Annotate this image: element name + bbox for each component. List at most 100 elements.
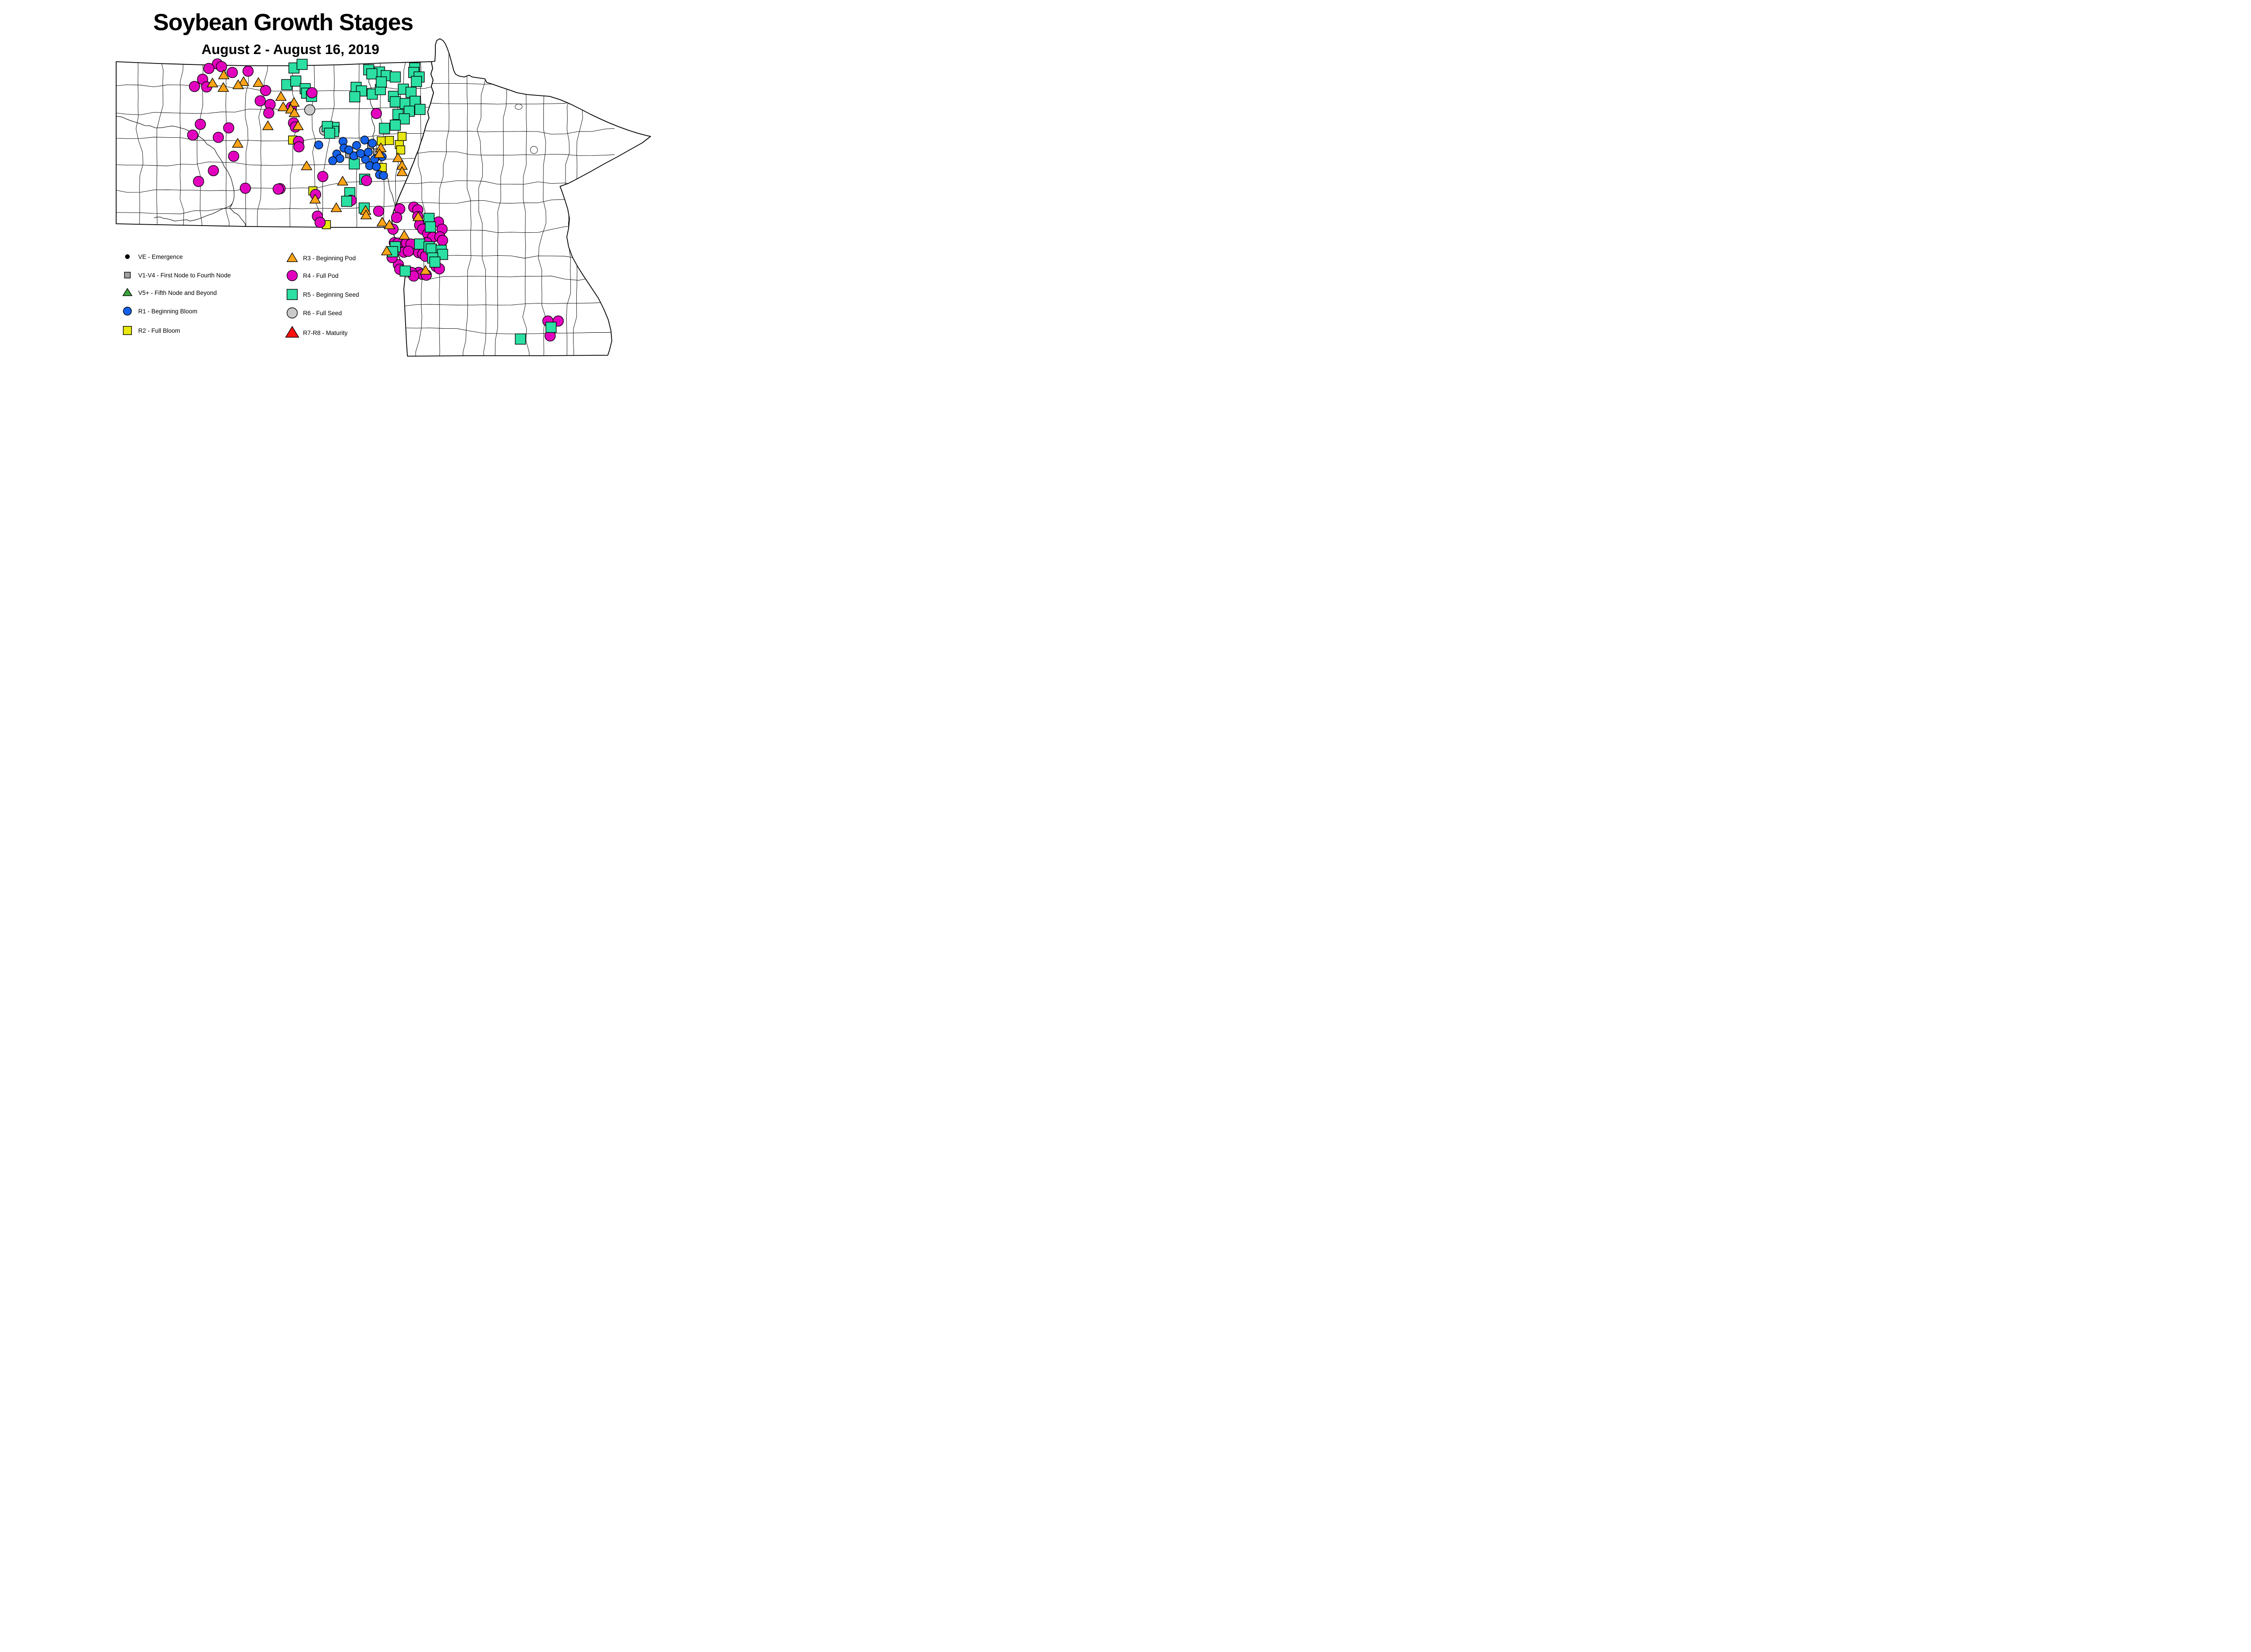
legend-symbol-r5 <box>286 289 298 300</box>
marker-r3 <box>309 194 321 204</box>
legend-label: R6 - Full Seed <box>303 309 342 317</box>
county-line <box>439 39 449 356</box>
legend-swatch-r78 <box>285 326 299 338</box>
marker-r2 <box>385 136 394 145</box>
marker-r4 <box>306 87 318 99</box>
marker-r4 <box>203 63 215 74</box>
county-line <box>136 62 144 227</box>
figure-subtitle: August 2 - August 16, 2019 <box>201 41 380 57</box>
legend-label: R5 - Beginning Seed <box>303 291 359 298</box>
marker-r3 <box>374 148 385 158</box>
marker-r3 <box>337 176 348 186</box>
marker-r5 <box>379 122 390 134</box>
county-line <box>392 327 615 335</box>
marker-r5 <box>341 195 353 207</box>
legend-item-r78: R7-R8 - Maturity <box>285 325 348 340</box>
county-line <box>156 62 164 227</box>
minnesota-border <box>391 38 651 357</box>
marker-r3 <box>217 82 229 92</box>
legend-symbol-ve <box>125 254 130 259</box>
marker-r1 <box>364 148 373 157</box>
marker-r4 <box>193 176 204 187</box>
county-line <box>289 62 297 227</box>
county-line <box>116 84 434 91</box>
legend-label: R4 - Full Pod <box>303 272 339 279</box>
marker-r3 <box>398 230 410 240</box>
marker-r3 <box>207 77 218 87</box>
legend-symbol-v14 <box>124 272 131 279</box>
state-borders <box>116 38 651 357</box>
marker-r1 <box>356 149 365 158</box>
marker-r4 <box>223 122 235 134</box>
legend-symbol-r3 <box>286 252 298 262</box>
legend-symbol-r1 <box>123 307 132 316</box>
legend-swatch-r1 <box>123 307 132 316</box>
marker-r5 <box>349 91 361 103</box>
marker-r5 <box>389 71 401 83</box>
legend-item-r1: R1 - Beginning Bloom <box>120 303 197 319</box>
marker-r1 <box>328 156 337 165</box>
stage-markers <box>187 58 564 345</box>
legend-symbol-r2 <box>123 326 132 335</box>
marker-r3 <box>275 91 287 101</box>
marker-r1 <box>352 141 361 150</box>
legend-item-r5: R5 - Beginning Seed <box>285 287 359 302</box>
county-line <box>116 205 434 214</box>
marker-r5 <box>425 221 436 233</box>
cannonball-river <box>154 203 233 222</box>
county-line <box>392 151 615 156</box>
marker-r4 <box>187 129 199 141</box>
nd-mn-county-map <box>116 38 651 357</box>
county-line <box>245 62 249 227</box>
legend-symbol-r4 <box>286 270 298 281</box>
marker-r5 <box>399 265 411 277</box>
marker-r5 <box>545 321 557 333</box>
marker-r3 <box>376 217 388 226</box>
county-line <box>463 39 471 356</box>
legend-item-r4: R4 - Full Pod <box>285 268 339 283</box>
marker-r5 <box>290 75 302 87</box>
marker-r3 <box>330 202 342 212</box>
marker-r5 <box>411 76 422 87</box>
marker-r2 <box>398 132 407 141</box>
legend-label: VE - Emergence <box>138 253 183 260</box>
marker-r4 <box>314 217 326 228</box>
legend-label: R7-R8 - Maturity <box>303 329 348 336</box>
legend-symbol-v5 <box>122 288 133 296</box>
legend-swatch-v14 <box>124 272 131 279</box>
legend-item-r6: R6 - Full Seed <box>285 305 342 321</box>
legend-swatch-r5 <box>286 289 298 300</box>
marker-r3 <box>396 166 408 176</box>
soybean-growth-stages-figure: Soybean Growth Stages August 2 - August … <box>0 0 696 374</box>
legend-swatch-v5 <box>122 288 133 296</box>
marker-r4 <box>216 61 227 72</box>
minnesota-shape <box>392 39 651 356</box>
legend-label: R2 - Full Bloom <box>138 327 181 334</box>
marker-r3 <box>238 76 249 86</box>
missouri-river <box>116 116 246 227</box>
marker-r4 <box>189 81 200 92</box>
marker-r5 <box>429 256 441 268</box>
marker-r5 <box>515 333 526 345</box>
county-line <box>392 302 615 307</box>
legend-swatch-r3 <box>286 252 298 262</box>
marker-r5 <box>414 104 426 115</box>
marker-r5 <box>366 68 378 80</box>
marker-r5 <box>324 127 335 139</box>
marker-r1 <box>379 171 388 180</box>
marker-r4 <box>208 165 219 177</box>
marker-r5 <box>389 96 401 108</box>
marker-r4 <box>361 175 372 186</box>
legend-symbol-r6 <box>286 307 298 319</box>
marker-r1 <box>344 145 353 154</box>
marker-r3 <box>360 209 372 219</box>
marker-r6 <box>304 104 316 116</box>
marker-r1 <box>368 139 377 148</box>
marker-r3 <box>301 160 312 170</box>
legend-item-r2: R2 - Full Bloom <box>120 323 180 338</box>
county-line <box>392 128 615 135</box>
figure-title: Soybean Growth Stages <box>153 9 413 36</box>
lower-red-lake <box>507 77 516 83</box>
marker-r3 <box>262 120 274 130</box>
marker-r4 <box>373 205 384 217</box>
